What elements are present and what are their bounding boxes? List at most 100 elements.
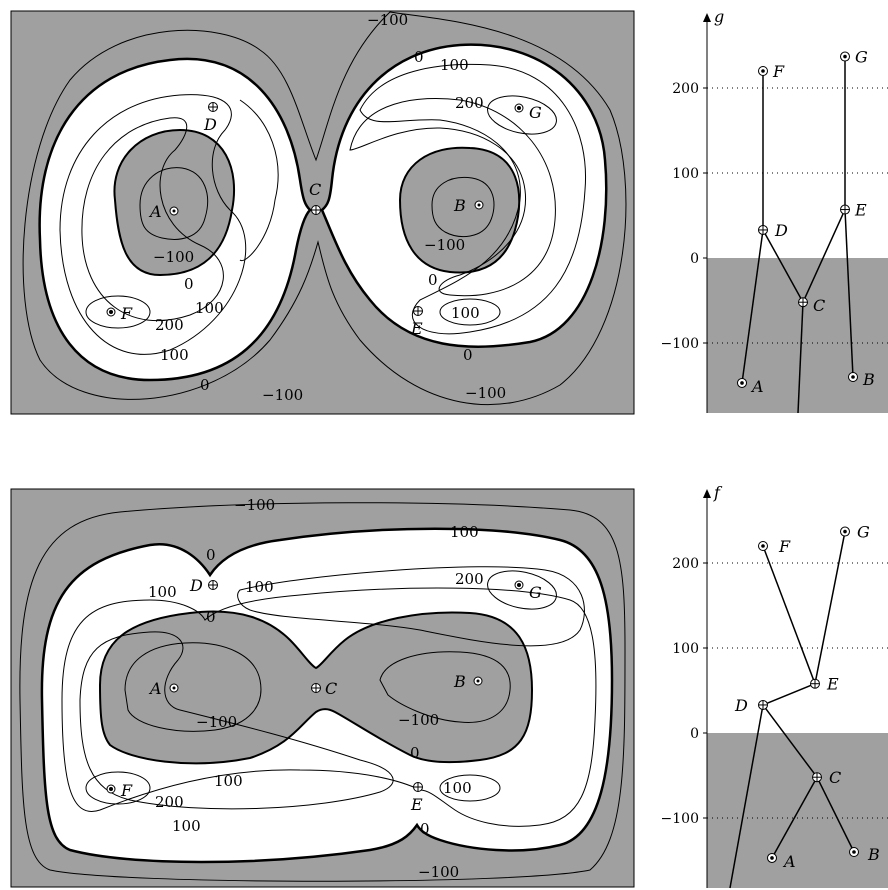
top-merge-tree-graph: 200 100 0 −100 g F G D E C A B	[661, 7, 888, 414]
top-label-10: 200	[155, 316, 184, 334]
bottom-label-8: −100	[398, 711, 439, 729]
node-C: C	[812, 768, 841, 787]
node-D: D	[734, 696, 768, 715]
svg-text:G: G	[529, 103, 542, 122]
top-label-9: −100	[465, 384, 506, 402]
tick-label: 100	[672, 166, 699, 182]
node-label-G: G	[857, 523, 870, 542]
tick-label: 200	[672, 81, 699, 97]
bottom-label-4: 0	[206, 608, 216, 626]
node-label-A: A	[782, 852, 796, 871]
edge-E-D	[762, 683, 816, 706]
bottom-point-F: F	[106, 781, 133, 800]
bottom-point-A: A	[148, 679, 179, 698]
top-ring-A	[139, 167, 209, 240]
node-label-D: D	[774, 221, 788, 240]
bottom-contour-200-G	[487, 570, 557, 610]
node-E: E	[810, 675, 839, 694]
top-point-A: A	[148, 202, 179, 221]
svg-text:G: G	[529, 583, 542, 602]
svg-text:B: B	[453, 196, 466, 215]
svg-text:E: E	[410, 319, 423, 338]
bottom-label-12: 100	[214, 772, 243, 790]
bottom-merge-tree-graph: 200 100 0 −100 f F G E D C A B	[661, 483, 888, 889]
edge-E-B	[844, 209, 854, 378]
svg-text:F: F	[120, 304, 133, 323]
top-point-D: D	[203, 102, 218, 134]
top-contour-100-E	[439, 298, 501, 326]
bottom-label-6: 100	[450, 523, 479, 541]
node-label-D: D	[734, 696, 748, 715]
tick-label: 0	[690, 726, 699, 742]
top-label-6: 0	[428, 271, 438, 289]
bottom-label-2: 0	[206, 546, 216, 564]
top-label-2: 0	[414, 48, 424, 66]
svg-text:A: A	[148, 679, 162, 698]
top-contour-100-D	[239, 99, 279, 262]
edge-C-A	[771, 776, 818, 859]
node-A: A	[767, 852, 796, 871]
top-contour-100-right	[359, 63, 587, 335]
top-label-5: −100	[424, 236, 465, 254]
bottom-label-9: 0	[410, 744, 420, 762]
edge-E-C	[802, 209, 846, 303]
axis-arrow	[703, 13, 711, 22]
top-label-17: 0	[200, 376, 210, 394]
node-label-G: G	[855, 48, 868, 67]
top-label-3: 100	[440, 56, 469, 74]
tick-label: 0	[690, 251, 699, 267]
bottom-point-E: E	[410, 782, 423, 814]
node-A: A	[737, 377, 764, 396]
top-label-12: 0	[184, 275, 194, 293]
node-F: F	[758, 537, 791, 556]
top-contour-100-left	[59, 94, 247, 355]
bottom-ring-A	[124, 642, 262, 732]
axis-label: g	[714, 7, 724, 26]
top-contour-200-F	[85, 295, 151, 329]
bottom-label-1: −100	[234, 496, 275, 514]
top-label-8: 0	[463, 346, 473, 364]
top-contour-200-G	[487, 95, 557, 135]
top-basin-B	[398, 146, 521, 274]
bottom-contour-minus100	[19, 502, 626, 882]
top-ring-B	[431, 176, 495, 238]
bottom-contour-200-F	[85, 771, 151, 805]
negative-region	[707, 733, 888, 888]
top-contour-panel: −100 0 100 200 −100 0 100 0 −100 200 −10…	[10, 10, 635, 415]
edge-D-A	[741, 229, 764, 384]
node-G: G	[840, 523, 870, 542]
bottom-label-14: 0	[420, 820, 430, 838]
node-G: G	[840, 48, 868, 67]
node-label-B: B	[867, 845, 880, 864]
node-B: B	[849, 845, 880, 864]
axis-arrow	[703, 489, 711, 498]
node-B: B	[848, 370, 875, 389]
svg-text:D: D	[189, 576, 203, 595]
tick-label: −100	[661, 336, 699, 352]
bottom-label-7: 200	[455, 570, 484, 588]
bottom-label-15: −100	[418, 863, 459, 881]
bottom-point-G: G	[514, 580, 542, 602]
top-label-4: 200	[455, 94, 484, 112]
top-contour-0-inner-right	[349, 98, 556, 297]
node-C: C	[798, 296, 825, 315]
bottom-contour-100-E	[439, 774, 501, 802]
svg-text:D: D	[203, 115, 217, 134]
edge-G-E	[814, 531, 846, 684]
axis-label: f	[713, 483, 723, 502]
top-point-F: F	[106, 304, 133, 323]
bottom-point-C: C	[311, 679, 337, 698]
svg-text:E: E	[410, 795, 423, 814]
node-label-C: C	[829, 768, 841, 787]
svg-text:A: A	[148, 202, 162, 221]
svg-text:C: C	[309, 180, 321, 199]
edge-C-B	[816, 776, 855, 853]
node-E: E	[840, 201, 867, 220]
top-basin-A	[113, 128, 236, 277]
node-D: D	[758, 221, 788, 240]
bottom-contour-100-outer	[61, 587, 597, 827]
top-label-11: −100	[153, 248, 194, 266]
bottom-ring-B	[379, 651, 511, 723]
bottom-label-16: −100	[196, 713, 237, 731]
top-label-1: −100	[367, 11, 408, 29]
